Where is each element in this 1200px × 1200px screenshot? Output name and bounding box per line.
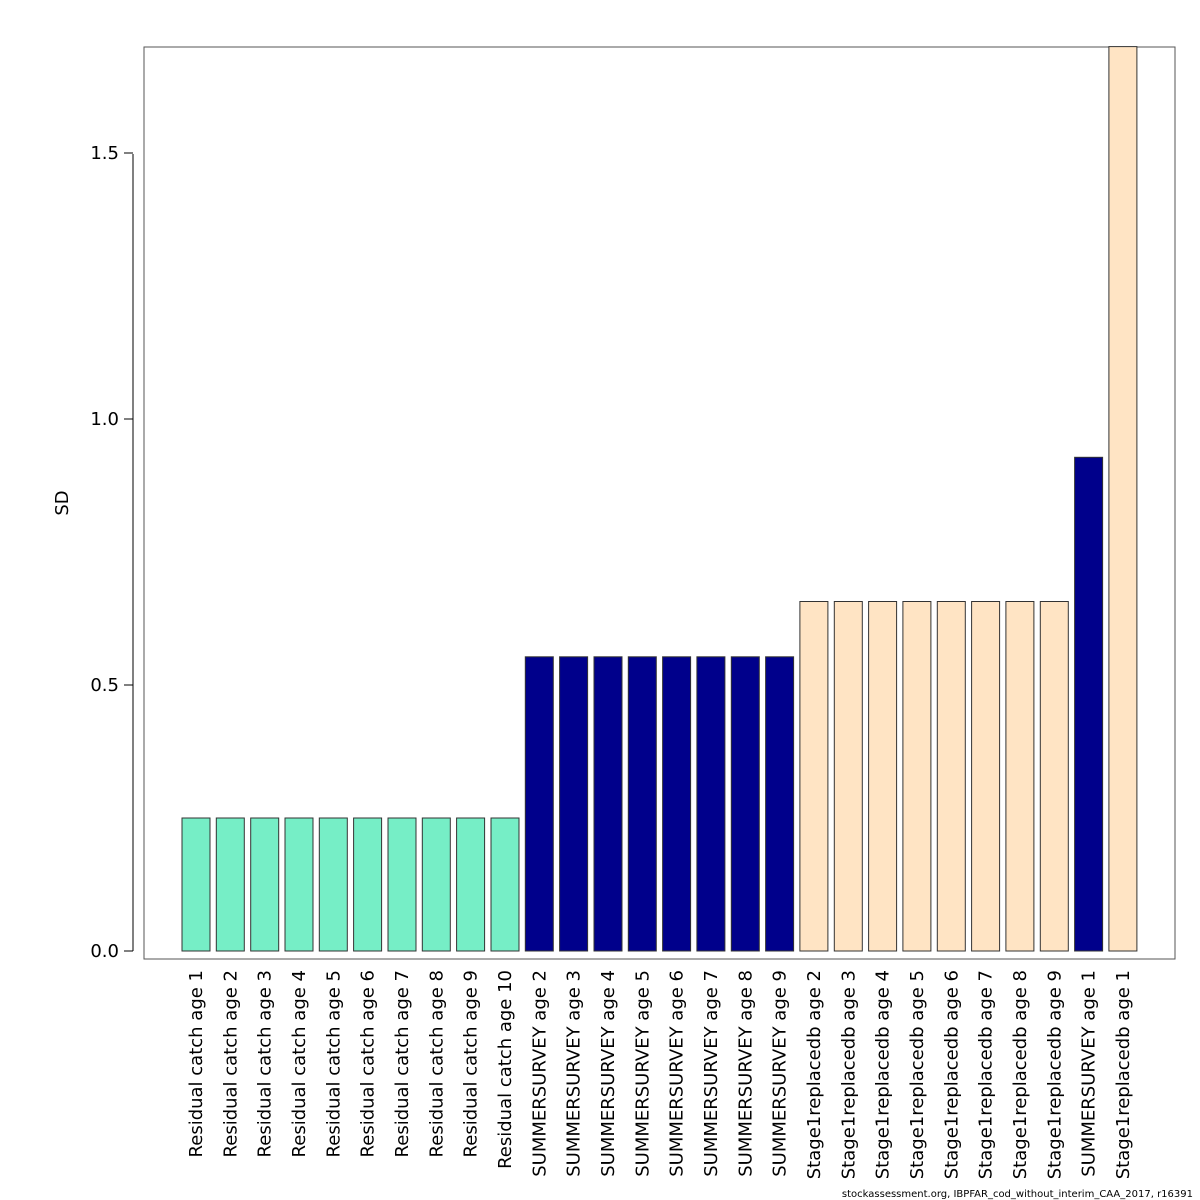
- category-label-24: Stage1replacedb age 7: [976, 970, 997, 1179]
- bar-20: [833, 601, 863, 952]
- footnote: stockassessment.org, IBPFAR_cod_without_…: [842, 1189, 1193, 1200]
- y-tick-label-3: 1.0: [90, 409, 119, 430]
- y-tick-label-4: 1.5: [90, 143, 119, 164]
- category-label-7: Residual catch age 7: [392, 970, 413, 1157]
- bar-7: [387, 817, 417, 952]
- category-label-18: SUMMERSURVEY age 9: [770, 970, 791, 1177]
- category-label-20: Stage1replacedb age 3: [838, 970, 859, 1179]
- plot-frame: [143, 46, 1176, 960]
- category-label-27: SUMMERSURVEY age 1: [1079, 970, 1100, 1177]
- bar-2: [215, 817, 245, 952]
- y-axis-title: SD: [52, 490, 73, 515]
- category-label-13: SUMMERSURVEY age 4: [598, 970, 619, 1177]
- bar-4: [284, 817, 314, 952]
- category-label-26: Stage1replacedb age 9: [1044, 970, 1065, 1179]
- category-label-23: Stage1replacedb age 6: [941, 970, 962, 1179]
- bar-5: [318, 817, 348, 952]
- category-label-25: Stage1replacedb age 8: [1010, 970, 1031, 1179]
- x-axis-labels: Residual catch age 1 Residual catch age 2…: [186, 970, 1134, 1179]
- bars-group: [181, 46, 1138, 952]
- category-label-9: Residual catch age 9: [461, 970, 482, 1157]
- category-label-17: SUMMERSURVEY age 8: [735, 970, 756, 1177]
- category-label-19: Stage1replacedb age 2: [804, 970, 825, 1179]
- category-label-8: Residual catch age 8: [426, 970, 447, 1157]
- category-label-11: SUMMERSURVEY age 2: [529, 970, 550, 1177]
- category-label-15: SUMMERSURVEY age 6: [667, 970, 688, 1177]
- category-label-28: Stage1replacedb age 1: [1113, 970, 1134, 1179]
- bar-21: [868, 601, 898, 952]
- category-label-22: Stage1replacedb age 5: [907, 970, 928, 1179]
- bar-1: [181, 817, 211, 952]
- bar-18: [765, 656, 795, 952]
- bar-15: [662, 656, 692, 952]
- category-label-2: Residual catch age 2: [220, 970, 241, 1157]
- bar-25: [1005, 601, 1035, 952]
- bar-11: [524, 656, 554, 952]
- bar-8: [421, 817, 451, 952]
- bar-28: [1108, 46, 1138, 952]
- bar-9: [456, 817, 486, 952]
- category-label-6: Residual catch age 6: [358, 970, 379, 1157]
- bar-19: [799, 601, 829, 952]
- bar-16: [696, 656, 726, 952]
- bar-22: [902, 601, 932, 952]
- bar-12: [559, 656, 589, 952]
- bar-14: [627, 656, 657, 952]
- y-axis: 0.0 0.5 1.0 1.5: [90, 143, 134, 962]
- bar-23: [936, 601, 966, 952]
- category-label-16: SUMMERSURVEY age 7: [701, 970, 722, 1177]
- category-label-5: Residual catch age 5: [323, 970, 344, 1157]
- bar-17: [730, 656, 760, 952]
- category-label-21: Stage1replacedb age 4: [873, 970, 894, 1179]
- category-label-14: SUMMERSURVEY age 5: [632, 970, 653, 1177]
- bar-27: [1074, 456, 1104, 952]
- category-label-3: Residual catch age 3: [255, 970, 276, 1157]
- category-label-12: SUMMERSURVEY age 3: [564, 970, 585, 1177]
- bar-3: [250, 817, 280, 952]
- bar-10: [490, 817, 520, 952]
- bar-6: [353, 817, 383, 952]
- category-label-1: Residual catch age 1: [186, 970, 207, 1157]
- category-label-4: Residual catch age 4: [289, 970, 310, 1157]
- y-tick-label-2: 0.5: [90, 675, 119, 696]
- category-label-10: Residual catch age 10: [495, 970, 516, 1169]
- y-tick-label-1: 0.0: [90, 941, 119, 962]
- bar-24: [971, 601, 1001, 952]
- bar-13: [593, 656, 623, 952]
- bar-26: [1039, 601, 1069, 952]
